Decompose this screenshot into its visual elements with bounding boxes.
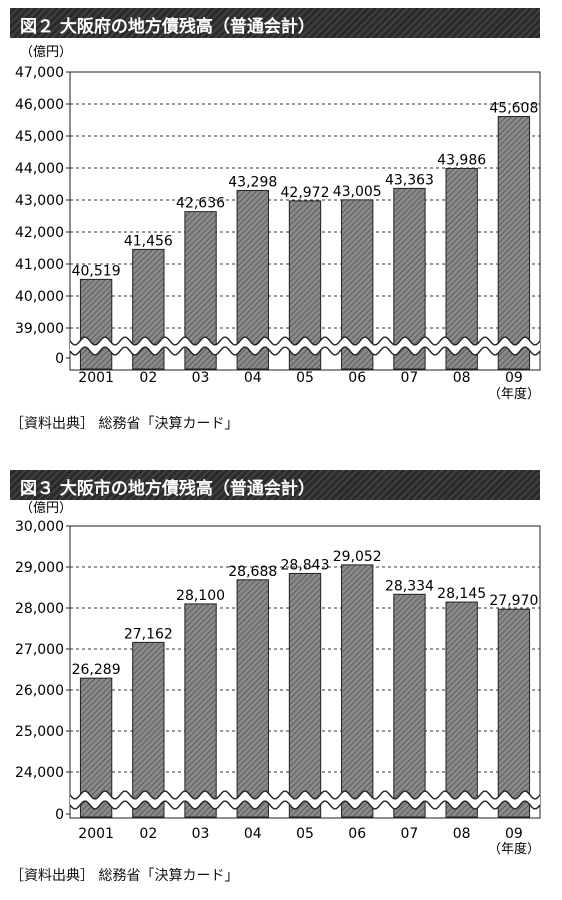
data-label: 28,100 xyxy=(176,588,225,604)
y-tick-label: 44,000 xyxy=(15,161,64,177)
y-tick-label: 46,000 xyxy=(15,97,64,113)
data-label: 43,363 xyxy=(385,172,434,188)
x-tick-label: 06 xyxy=(348,370,366,386)
bar xyxy=(497,116,531,370)
chart-title-bar: 図２ 大阪府の地方債残高（普通会計） xyxy=(10,8,540,38)
plot-frame xyxy=(69,525,541,819)
data-label: 28,843 xyxy=(281,557,330,573)
data-label: 43,986 xyxy=(437,152,486,168)
x-tick-label: 04 xyxy=(244,370,262,386)
data-label: 43,005 xyxy=(333,184,382,200)
y-tick-label: 45,000 xyxy=(15,129,64,145)
bar xyxy=(445,601,478,818)
axis-break-line xyxy=(69,336,541,346)
bar-chart: （億円） 30,000 29,000 28,000 27,000 26,000 25,000… xyxy=(15,500,541,857)
x-tick-label: 2001 xyxy=(78,826,114,842)
bar xyxy=(79,278,113,370)
chart-title-bar: 図３ 大阪市の地方債残高（普通会計） xyxy=(10,470,540,500)
x-tick-label: 2001 xyxy=(78,370,114,386)
x-tick-label: 08 xyxy=(453,826,471,842)
data-label: 41,456 xyxy=(124,233,173,249)
data-label: 27,162 xyxy=(124,626,173,642)
y-axis-label: （億円） xyxy=(20,500,72,516)
y-tick-label: 25,000 xyxy=(15,724,64,740)
x-tick-label: 02 xyxy=(139,826,157,842)
y-tick-label: 24,000 xyxy=(15,765,64,781)
y-tick-label: 27,000 xyxy=(15,642,64,658)
data-label: 42,972 xyxy=(281,185,330,201)
x-tick-label: 08 xyxy=(453,370,471,386)
bar xyxy=(341,564,374,818)
y-tick-label: 40,000 xyxy=(15,289,64,305)
bar xyxy=(184,603,217,818)
bar xyxy=(445,167,478,370)
axis-break-line xyxy=(69,800,541,810)
y-tick-label: 30,000 xyxy=(15,519,64,535)
bar xyxy=(497,608,531,818)
y-tick-label: 0 xyxy=(55,807,64,823)
x-tick-label: 03 xyxy=(192,826,210,842)
y-tick-label: 41,000 xyxy=(15,257,64,273)
x-tick-label: 04 xyxy=(244,826,262,842)
x-tick-label: 03 xyxy=(192,370,210,386)
y-tick-label: 29,000 xyxy=(15,560,64,576)
x-tick-label: 07 xyxy=(401,826,419,842)
bar xyxy=(393,593,426,818)
data-label: 42,636 xyxy=(176,196,225,212)
x-axis-label: （年度） xyxy=(488,386,540,402)
x-tick-label: 09 xyxy=(505,370,523,386)
x-axis-label: （年度） xyxy=(488,841,540,857)
bar-chart: （億円） 47,000 46,000 45,000 44,000 43,000 42,000… xyxy=(15,44,541,402)
data-label: 28,688 xyxy=(228,564,277,580)
source-note: ［資料出典］ 総務省「決算カード」 xyxy=(10,416,239,432)
x-tick-label: 09 xyxy=(505,826,523,842)
x-tick-label: 05 xyxy=(296,370,314,386)
source-note: ［資料出典］ 総務省「決算カード」 xyxy=(10,868,239,884)
x-tick-label: 07 xyxy=(401,370,419,386)
y-tick-label: 0 xyxy=(55,351,64,367)
plot-frame xyxy=(69,71,541,371)
y-tick-label: 47,000 xyxy=(15,65,64,81)
x-tick-label: 05 xyxy=(296,826,314,842)
data-label: 28,145 xyxy=(437,586,486,602)
y-tick-label: 42,000 xyxy=(15,225,64,241)
bar xyxy=(288,572,322,818)
y-tick-label: 28,000 xyxy=(15,601,64,617)
data-label: 43,298 xyxy=(228,174,277,190)
y-axis-label: （億円） xyxy=(20,44,72,60)
axis-break-band xyxy=(70,791,540,809)
chart-title: 図３ 大阪市の地方債残高（普通会計） xyxy=(20,479,315,499)
y-tick-label: 26,000 xyxy=(15,683,64,699)
axis-break-line xyxy=(69,790,541,800)
data-label: 28,334 xyxy=(385,578,434,594)
bar xyxy=(132,641,165,818)
data-label: 45,608 xyxy=(489,101,538,117)
x-tick-label: 02 xyxy=(139,370,157,386)
y-tick-label: 39,000 xyxy=(15,321,64,337)
data-label: 29,052 xyxy=(333,549,382,565)
axis-break-line xyxy=(69,346,541,356)
chart-title: 図２ 大阪府の地方債残高（普通会計） xyxy=(20,17,315,37)
y-tick-label: 43,000 xyxy=(15,193,64,209)
data-label: 40,519 xyxy=(72,263,121,279)
bar xyxy=(236,579,269,818)
bar xyxy=(393,187,426,370)
data-label: 27,970 xyxy=(489,593,538,609)
x-tick-label: 06 xyxy=(348,826,366,842)
axis-break-band xyxy=(70,337,540,355)
data-label: 26,289 xyxy=(72,662,121,678)
